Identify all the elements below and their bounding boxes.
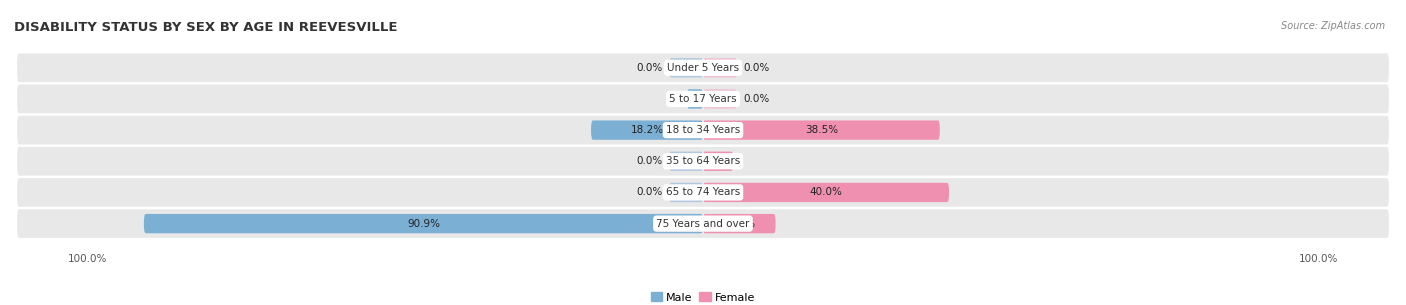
- Text: 18.2%: 18.2%: [630, 125, 664, 135]
- Text: 35 to 64 Years: 35 to 64 Years: [666, 156, 740, 166]
- FancyBboxPatch shape: [669, 152, 703, 171]
- FancyBboxPatch shape: [703, 183, 949, 202]
- FancyBboxPatch shape: [17, 116, 1389, 145]
- FancyBboxPatch shape: [703, 58, 737, 77]
- Text: Under 5 Years: Under 5 Years: [666, 63, 740, 73]
- FancyBboxPatch shape: [591, 120, 703, 140]
- Text: 0.0%: 0.0%: [742, 63, 769, 73]
- Text: 4.9%: 4.9%: [704, 156, 731, 166]
- FancyBboxPatch shape: [17, 178, 1389, 207]
- Text: 65 to 74 Years: 65 to 74 Years: [666, 188, 740, 197]
- Text: 11.8%: 11.8%: [723, 219, 756, 229]
- FancyBboxPatch shape: [17, 53, 1389, 82]
- FancyBboxPatch shape: [17, 84, 1389, 113]
- Text: DISABILITY STATUS BY SEX BY AGE IN REEVESVILLE: DISABILITY STATUS BY SEX BY AGE IN REEVE…: [14, 21, 398, 34]
- FancyBboxPatch shape: [688, 89, 703, 109]
- Text: 0.0%: 0.0%: [637, 188, 664, 197]
- FancyBboxPatch shape: [143, 214, 703, 233]
- Text: 38.5%: 38.5%: [804, 125, 838, 135]
- Text: 0.0%: 0.0%: [637, 63, 664, 73]
- Text: 75 Years and over: 75 Years and over: [657, 219, 749, 229]
- FancyBboxPatch shape: [669, 183, 703, 202]
- Text: 18 to 34 Years: 18 to 34 Years: [666, 125, 740, 135]
- FancyBboxPatch shape: [17, 209, 1389, 238]
- Text: 0.0%: 0.0%: [742, 94, 769, 104]
- Text: Source: ZipAtlas.com: Source: ZipAtlas.com: [1281, 21, 1385, 31]
- Text: 2.6%: 2.6%: [682, 94, 709, 104]
- Text: 0.0%: 0.0%: [637, 156, 664, 166]
- Text: 5 to 17 Years: 5 to 17 Years: [669, 94, 737, 104]
- Text: 40.0%: 40.0%: [810, 188, 842, 197]
- FancyBboxPatch shape: [703, 120, 939, 140]
- Legend: Male, Female: Male, Female: [647, 288, 759, 305]
- Text: 90.9%: 90.9%: [406, 219, 440, 229]
- FancyBboxPatch shape: [703, 214, 776, 233]
- FancyBboxPatch shape: [703, 152, 733, 171]
- FancyBboxPatch shape: [17, 147, 1389, 176]
- FancyBboxPatch shape: [703, 89, 737, 109]
- FancyBboxPatch shape: [669, 58, 703, 77]
